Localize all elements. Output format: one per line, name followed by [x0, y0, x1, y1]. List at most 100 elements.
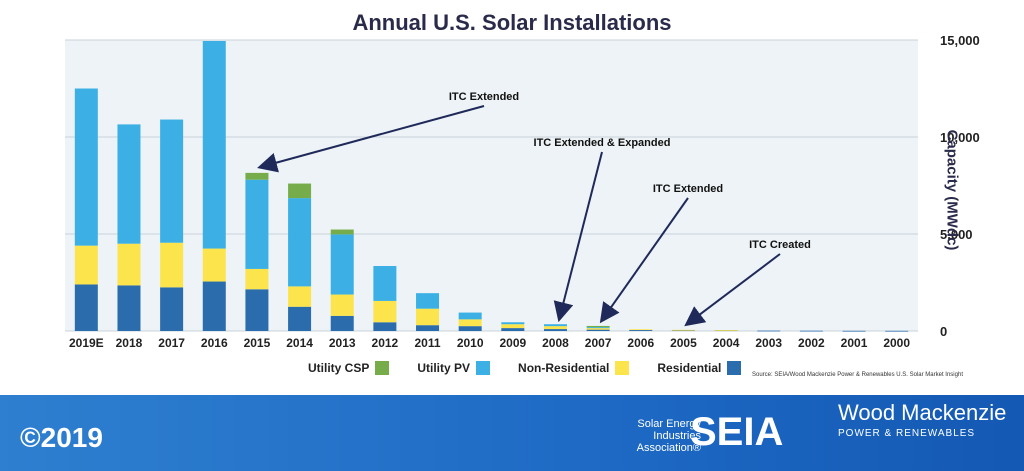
bar-utility-csp-2015 — [245, 172, 269, 180]
bar-utility-pv-2016 — [202, 40, 226, 249]
bar-residential-2014 — [288, 306, 312, 331]
annotation-arrow — [553, 151, 603, 323]
bar-utility-pv-2007 — [586, 327, 610, 329]
footer-banner — [0, 395, 1024, 471]
bar-residential-2016 — [202, 281, 226, 331]
chart-svg: 0 5,000 10,000 15,000 2000 2001 2002 2003 2004 20… — [65, 33, 980, 350]
bar-utility-csp-2013 — [330, 229, 354, 235]
bar-residential-2000 — [885, 330, 909, 332]
bar-residential-2003 — [757, 330, 781, 332]
y-tick-label: 0 — [940, 324, 947, 339]
copyright: ©2019 — [20, 422, 103, 453]
bar-utility-pv-2019E — [74, 88, 98, 246]
x-tick-label: 2009 — [499, 336, 526, 350]
bar-residential-2007 — [586, 329, 610, 331]
bar-residential-2012 — [373, 322, 397, 331]
wm-sub: POWER & RENEWABLES — [838, 428, 976, 439]
bar-residential-2018 — [117, 285, 141, 331]
bar-non-residential-2010 — [458, 319, 482, 327]
bar-non-residential-2017 — [160, 242, 184, 288]
x-tick-label: 2002 — [798, 336, 825, 350]
legend-label: Utility PV — [417, 361, 471, 375]
legend-swatch — [375, 361, 390, 375]
bar-non-residential-2005 — [671, 329, 695, 331]
plot-background — [65, 40, 918, 331]
annotation-label: ITC Extended — [653, 183, 723, 195]
x-tick-label: 2014 — [286, 336, 313, 350]
bar-residential-2008 — [543, 329, 567, 331]
annotation-label: ITC Extended — [449, 91, 519, 103]
bar-non-residential-2004 — [714, 330, 738, 331]
bar-residential-2011 — [416, 325, 440, 331]
legend-swatch — [476, 361, 491, 375]
wm-name: Wood Mackenzie — [838, 400, 1007, 425]
seia-logo: SEIA — [690, 410, 784, 454]
bar-residential-2017 — [160, 287, 184, 331]
bar-utility-pv-2013 — [330, 234, 354, 295]
wood-mackenzie-logo: Wood Mackenzie POWER & RENEWABLES — [838, 400, 1007, 440]
bar-utility-pv-2011 — [416, 293, 440, 309]
chart-area: 0 5,000 10,000 15,000 2000 2001 2002 2003 2004 20… — [65, 10, 980, 378]
bar-non-residential-2007 — [586, 328, 610, 330]
legend-swatch — [727, 361, 742, 375]
bar-residential-2009 — [501, 328, 525, 331]
y-tick-label: 15,000 — [940, 33, 980, 48]
bar-non-residential-2013 — [330, 294, 354, 316]
chart-title: Annual U.S. Solar Installations — [352, 10, 672, 35]
legend-label: Utility CSP — [308, 361, 370, 375]
legend-swatch — [615, 361, 630, 375]
x-tick-label: 2001 — [841, 336, 868, 350]
x-tick-label: 2006 — [627, 336, 654, 350]
x-tick-label: 2007 — [585, 336, 612, 350]
bar-utility-csp-2014 — [288, 183, 312, 199]
x-tick-label: 2013 — [329, 336, 356, 350]
x-tick-label: 2005 — [670, 336, 697, 350]
x-tick-label: 2011 — [415, 336, 441, 350]
x-tick-label: 2008 — [542, 336, 569, 350]
bar-utility-pv-2009 — [501, 322, 525, 325]
bar-utility-pv-2018 — [117, 124, 141, 244]
source-note: Source: SEIA/Wood Mackenzie Power & Rene… — [752, 372, 963, 378]
bar-utility-pv-2014 — [288, 198, 312, 287]
bar-non-residential-2009 — [501, 324, 525, 329]
bar-non-residential-2012 — [373, 300, 397, 323]
bar-utility-pv-2015 — [245, 179, 269, 269]
legend-label: Residential — [657, 361, 722, 375]
annotation-label: ITC Created — [749, 239, 811, 251]
y-tick-label: 5,000 — [940, 227, 973, 242]
bar-residential-2019E — [74, 284, 98, 331]
x-tick-label: 2016 — [201, 336, 228, 350]
legend-item: Utility CSP — [308, 361, 395, 375]
y-axis-title: Capacity (MWdc) — [943, 129, 961, 251]
bar-residential-2015 — [245, 289, 269, 331]
bar-non-residential-2015 — [245, 268, 269, 290]
bar-residential-2002 — [799, 330, 823, 332]
bar-utility-csp-2007 — [586, 325, 610, 328]
annotation-arrow — [257, 105, 485, 173]
legend-item: Non-Residential — [518, 361, 635, 375]
legend: Utility CSP Utility PV Non-Residential Resi… — [308, 358, 769, 378]
annotation-label: ITC Extended & Expanded — [534, 137, 671, 149]
bar-residential-2010 — [458, 326, 482, 331]
x-tick-label: 2003 — [755, 336, 782, 350]
bar-utility-pv-2012 — [373, 266, 397, 301]
bar-utility-pv-2010 — [458, 312, 482, 320]
y-tick-label: 10,000 — [940, 130, 980, 145]
bar-non-residential-2008 — [543, 326, 567, 330]
bar-non-residential-2014 — [288, 286, 312, 307]
bar-non-residential-2011 — [416, 308, 440, 326]
x-tick-label: 2019E — [69, 336, 104, 350]
bar-residential-2013 — [330, 315, 354, 331]
x-tick-label: 2012 — [372, 336, 399, 350]
x-tick-label: 2017 — [158, 336, 185, 350]
x-tick-label: 2010 — [457, 336, 484, 350]
bar-non-residential-2016 — [202, 248, 226, 282]
legend-label: Non-Residential — [518, 361, 610, 375]
seia-tagline: Solar Energy Industries Association® — [636, 418, 701, 454]
annotation-arrow — [599, 197, 689, 324]
bar-non-residential-2006 — [629, 329, 653, 331]
x-tick-label: 2004 — [713, 336, 740, 350]
x-tick-label: 2015 — [244, 336, 271, 350]
bar-residential-2006 — [629, 330, 653, 331]
bar-non-residential-2018 — [117, 243, 141, 286]
